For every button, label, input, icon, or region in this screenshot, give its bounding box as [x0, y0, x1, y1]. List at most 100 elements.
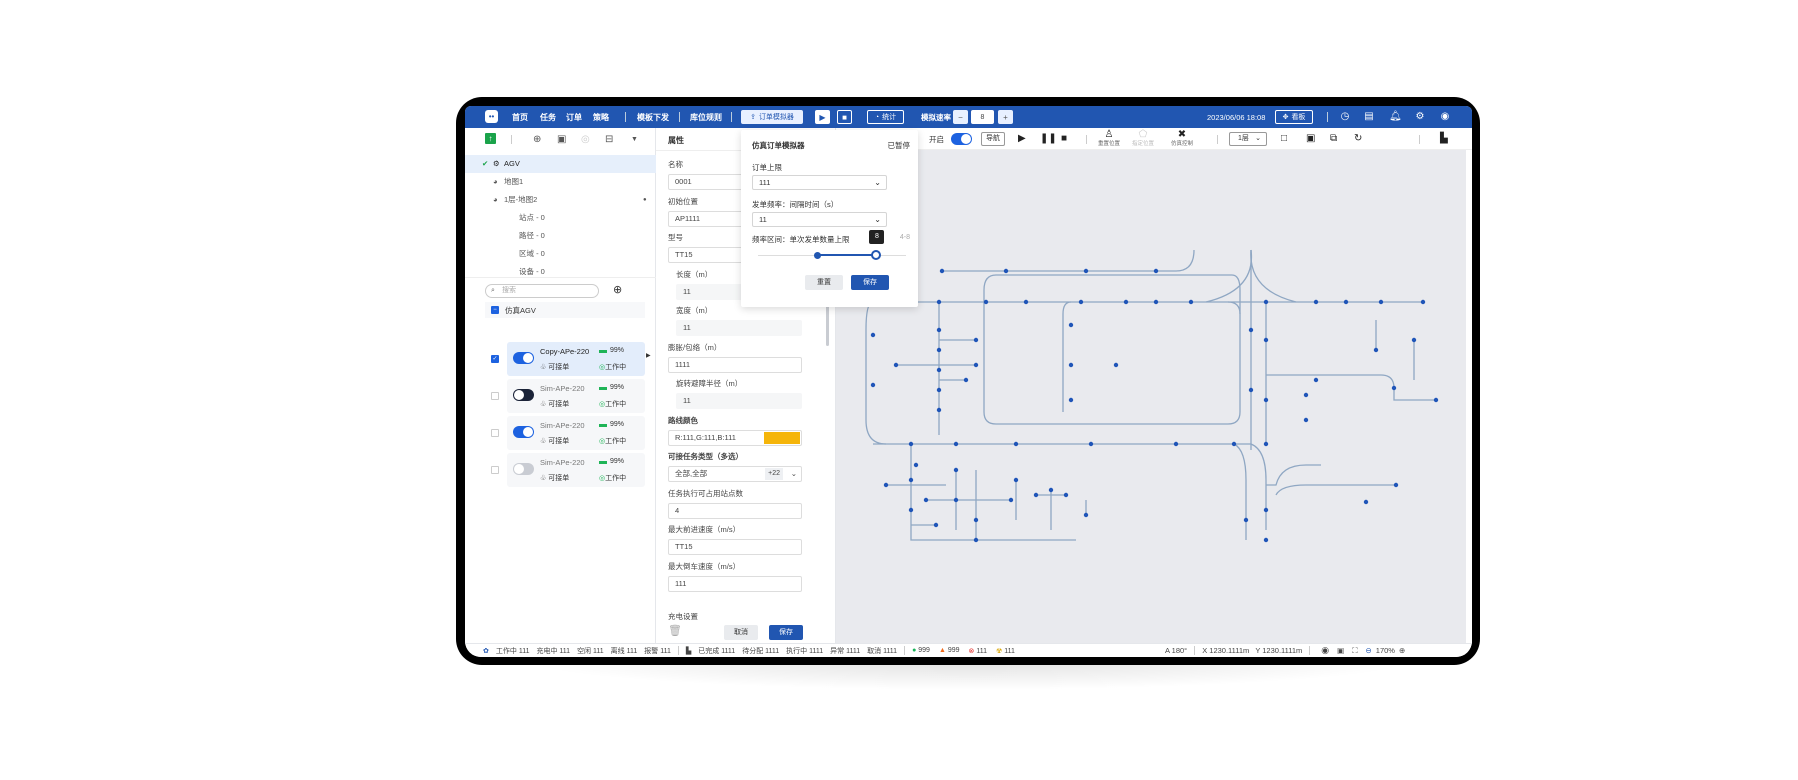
- order-limit-select[interactable]: 111 ⌄: [752, 175, 887, 190]
- station-node[interactable]: [1391, 385, 1397, 391]
- pause-icon[interactable]: ❚❚: [1040, 133, 1057, 144]
- station-node[interactable]: [936, 387, 942, 393]
- eye-icon[interactable]: ◉: [1321, 645, 1330, 655]
- agv-enable-toggle[interactable]: [513, 352, 534, 364]
- route-path[interactable]: [1233, 443, 1247, 540]
- station-node[interactable]: [973, 537, 979, 543]
- task-type-multiselect[interactable]: 全部,全部 +22 ⌄: [668, 466, 802, 482]
- station-node[interactable]: [908, 477, 914, 483]
- zoom-in-icon[interactable]: ⊕: [1398, 646, 1406, 655]
- route-path[interactable]: [1266, 374, 1395, 389]
- play-button[interactable]: ▶: [815, 110, 830, 124]
- station-node[interactable]: [1083, 268, 1089, 274]
- station-node[interactable]: [1243, 517, 1249, 523]
- agv-card[interactable]: Sim-APe-220 ♧ 可接单 99% ◎工作中: [507, 453, 645, 487]
- speed-increase-button[interactable]: +: [998, 110, 1013, 124]
- station-node[interactable]: [973, 517, 979, 523]
- tree-item-map1[interactable]: ◕ 地图1: [465, 173, 656, 191]
- route-path[interactable]: [942, 249, 1195, 272]
- route-path[interactable]: [1266, 464, 1321, 486]
- station-node[interactable]: [1173, 441, 1179, 447]
- station-node[interactable]: [973, 337, 979, 343]
- tree-item-devices[interactable]: 设备 - 0: [519, 267, 545, 276]
- agv-card[interactable]: Sim-APe-220 ♧ 可接单 99% ◎工作中: [507, 416, 645, 450]
- station-node[interactable]: [936, 367, 942, 373]
- speed-decrease-button[interactable]: −: [953, 110, 968, 124]
- station-node[interactable]: [913, 462, 919, 468]
- agv-checkbox[interactable]: [491, 466, 499, 474]
- trash-icon[interactable]: 🗑︎: [668, 625, 682, 637]
- route-path[interactable]: [1250, 249, 1297, 303]
- station-node[interactable]: [1078, 299, 1084, 305]
- station-node[interactable]: [963, 377, 969, 383]
- agv-card[interactable]: Copy-APe-220 ♧ 可接单 99% ◎工作中: [507, 342, 645, 376]
- station-node[interactable]: [1013, 477, 1019, 483]
- upload-icon[interactable]: ↑: [485, 133, 496, 144]
- station-node[interactable]: [1088, 441, 1094, 447]
- route-path[interactable]: [1205, 249, 1253, 303]
- save-file-icon[interactable]: ▣: [557, 134, 567, 145]
- agv-enable-toggle[interactable]: [513, 463, 534, 475]
- station-node[interactable]: [1003, 268, 1009, 274]
- station-node[interactable]: [1393, 482, 1399, 488]
- dropdown-arrow-icon[interactable]: ▼: [631, 136, 638, 143]
- station-node[interactable]: [1263, 299, 1269, 305]
- frequency-select[interactable]: 11 ⌄: [752, 212, 887, 227]
- stats-button[interactable]: ◔ 统计: [867, 110, 904, 124]
- nav-tasks[interactable]: 任务: [540, 113, 556, 122]
- range-handle-max[interactable]: [871, 250, 882, 260]
- expand-arrow-icon[interactable]: ▶: [646, 353, 651, 359]
- nav-template[interactable]: 模板下发: [637, 113, 669, 122]
- floor-select[interactable]: 1层 ⌄: [1229, 132, 1267, 146]
- tree-item-map2[interactable]: ◕ 1层-地图2 ●: [465, 191, 656, 209]
- color-swatch[interactable]: [764, 431, 800, 444]
- route-path[interactable]: [1062, 301, 1072, 412]
- agv-search-input[interactable]: ⌕ 搜索: [485, 284, 599, 298]
- play-icon[interactable]: ▶: [1018, 133, 1026, 144]
- navigate-button[interactable]: 导航: [981, 132, 1005, 146]
- station-node[interactable]: [1263, 397, 1269, 403]
- station-node[interactable]: [983, 299, 989, 305]
- history-icon[interactable]: ↻: [1354, 133, 1363, 144]
- agv-group-header[interactable]: − 仿真AGV: [485, 302, 645, 318]
- station-node[interactable]: [1033, 492, 1039, 498]
- agv-checkbox[interactable]: [491, 429, 499, 437]
- station-node[interactable]: [1231, 441, 1237, 447]
- station-node[interactable]: [936, 407, 942, 413]
- tree-item-paths[interactable]: 路径 - 0: [519, 231, 545, 240]
- add-agv-icon[interactable]: ⊕: [613, 284, 623, 296]
- station-node[interactable]: [1378, 299, 1384, 305]
- route-path[interactable]: [910, 444, 1076, 541]
- station-node[interactable]: [1188, 299, 1194, 305]
- fit-screen-icon[interactable]: ⛶: [1352, 645, 1358, 655]
- agv-enable-toggle[interactable]: [513, 389, 534, 401]
- station-node[interactable]: [1023, 299, 1029, 305]
- station-node[interactable]: [1313, 299, 1319, 305]
- station-node[interactable]: [1248, 387, 1254, 393]
- inbox-icon[interactable]: ⊟: [605, 134, 614, 145]
- user-icon[interactable]: ◉: [1440, 111, 1450, 122]
- route-path[interactable]: [1275, 484, 1396, 496]
- station-node[interactable]: [908, 441, 914, 447]
- map-canvas[interactable]: [836, 150, 1472, 643]
- station-node[interactable]: [953, 467, 959, 473]
- station-node[interactable]: [936, 347, 942, 353]
- export-icon[interactable]: ⧉: [1330, 133, 1338, 144]
- agv-checkbox[interactable]: ✓: [491, 355, 499, 363]
- station-node[interactable]: [1313, 377, 1319, 383]
- station-node[interactable]: [936, 299, 942, 305]
- station-node[interactable]: [1263, 441, 1269, 447]
- station-node[interactable]: [1433, 397, 1439, 403]
- field-input[interactable]: 4: [668, 502, 802, 519]
- nav-home[interactable]: 首页: [512, 113, 528, 122]
- tree-item-stations[interactable]: 站点 - 0: [519, 213, 545, 222]
- nav-location-rules[interactable]: 库位规则: [690, 113, 722, 122]
- station-node[interactable]: [953, 497, 959, 503]
- station-node[interactable]: [1153, 299, 1159, 305]
- agv-card[interactable]: Sim-APe-220 ♧ 可接单 99% ◎工作中: [507, 379, 645, 413]
- station-node[interactable]: [870, 332, 876, 338]
- station-node[interactable]: [933, 522, 939, 528]
- station-node[interactable]: [953, 441, 959, 447]
- auto-toggle[interactable]: [951, 133, 972, 145]
- range-handle-min[interactable]: [814, 252, 822, 259]
